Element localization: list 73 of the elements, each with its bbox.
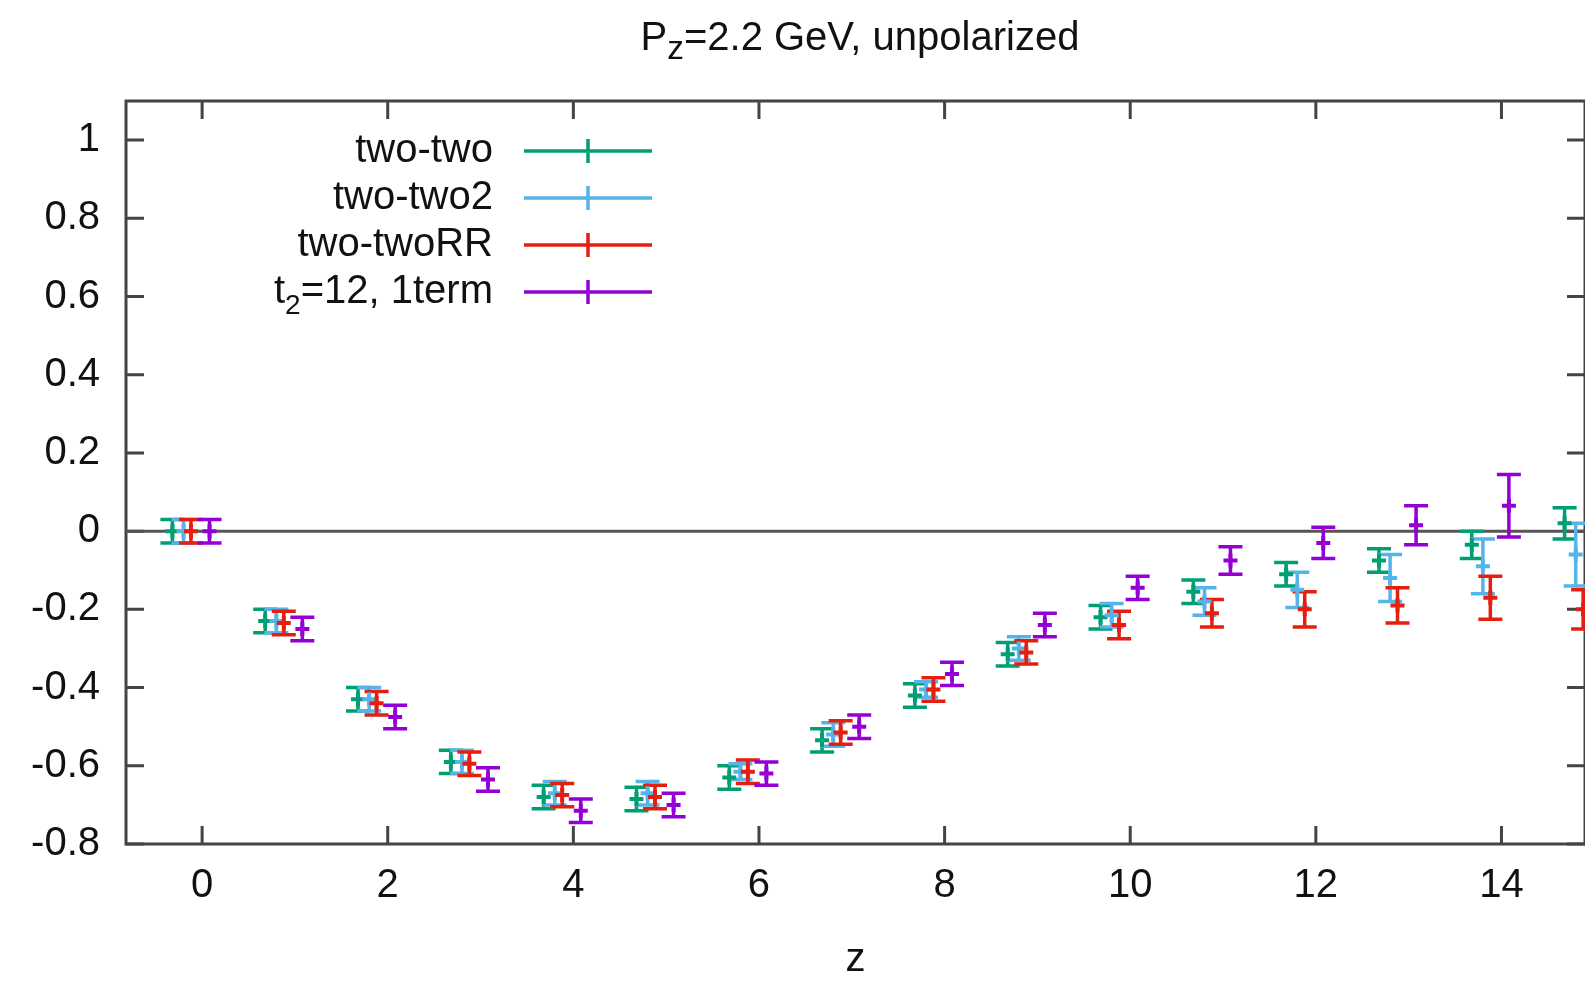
x-tick-label: 14 (1479, 861, 1524, 906)
y-tick-label: -0.6 (31, 740, 100, 785)
point (1204, 606, 1219, 621)
point (1104, 608, 1119, 623)
point (926, 682, 941, 697)
x-tick-label: 8 (933, 861, 956, 906)
y-tick-label: -0.2 (31, 584, 100, 629)
x-tick-label: 4 (562, 861, 585, 906)
point (480, 772, 495, 787)
point (1371, 553, 1386, 568)
point (759, 766, 774, 781)
y-tick-label: -0.8 (31, 819, 100, 864)
point (1130, 580, 1145, 595)
point (852, 719, 867, 734)
x-tick-label: 6 (747, 861, 771, 906)
point (1475, 559, 1490, 574)
point (1316, 535, 1331, 550)
point (165, 524, 180, 539)
x-tick-label: 10 (1107, 861, 1153, 906)
point (1290, 582, 1305, 597)
point (722, 770, 737, 785)
x-tick-label: 12 (1293, 861, 1339, 906)
point (945, 666, 960, 681)
x-tick-label: 2 (376, 861, 399, 906)
point (1186, 584, 1201, 599)
point (536, 790, 551, 805)
point (815, 733, 830, 748)
legend-label: two-twoRR (297, 220, 494, 265)
point (740, 764, 755, 779)
point (202, 524, 217, 539)
point (1112, 618, 1127, 633)
point (1297, 602, 1312, 617)
point (833, 725, 848, 740)
point (555, 788, 570, 803)
point (573, 803, 588, 818)
y-tick-label: 1 (77, 115, 100, 160)
point (183, 524, 198, 539)
point (1019, 645, 1034, 660)
point (1409, 518, 1424, 533)
point (1483, 590, 1498, 605)
point (1501, 498, 1516, 513)
point (276, 616, 291, 631)
chart-title: P$_{z}$=2.2 GeV, unpolarized (639, 14, 1081, 67)
y-tick-label: -0.4 (31, 662, 100, 707)
point (629, 792, 644, 807)
point (907, 688, 922, 703)
point (1390, 598, 1405, 613)
point (666, 797, 681, 812)
legend-label: two-two (355, 126, 493, 171)
point (1223, 553, 1238, 568)
point (1037, 618, 1052, 633)
x-tick-label: 0 (190, 861, 214, 906)
point (369, 696, 384, 711)
point (295, 621, 310, 636)
point (1000, 647, 1015, 662)
point (1279, 567, 1294, 582)
point (648, 790, 663, 805)
point (362, 692, 377, 707)
y-tick-label: 0.4 (44, 349, 100, 394)
point (1383, 571, 1398, 586)
y-tick-label: 0 (77, 506, 100, 551)
point (1464, 537, 1479, 552)
y-tick-label: 0.8 (44, 193, 100, 238)
y-tick-label: 0.6 (44, 271, 100, 316)
point (1093, 610, 1108, 625)
point (1197, 594, 1212, 609)
legend-label: two-two2 (332, 173, 493, 218)
point (462, 756, 477, 771)
point (1557, 516, 1572, 531)
x-axis-title: z (845, 935, 866, 980)
point (388, 709, 403, 724)
y-tick-label: 0.2 (44, 427, 100, 472)
point (1568, 547, 1583, 562)
